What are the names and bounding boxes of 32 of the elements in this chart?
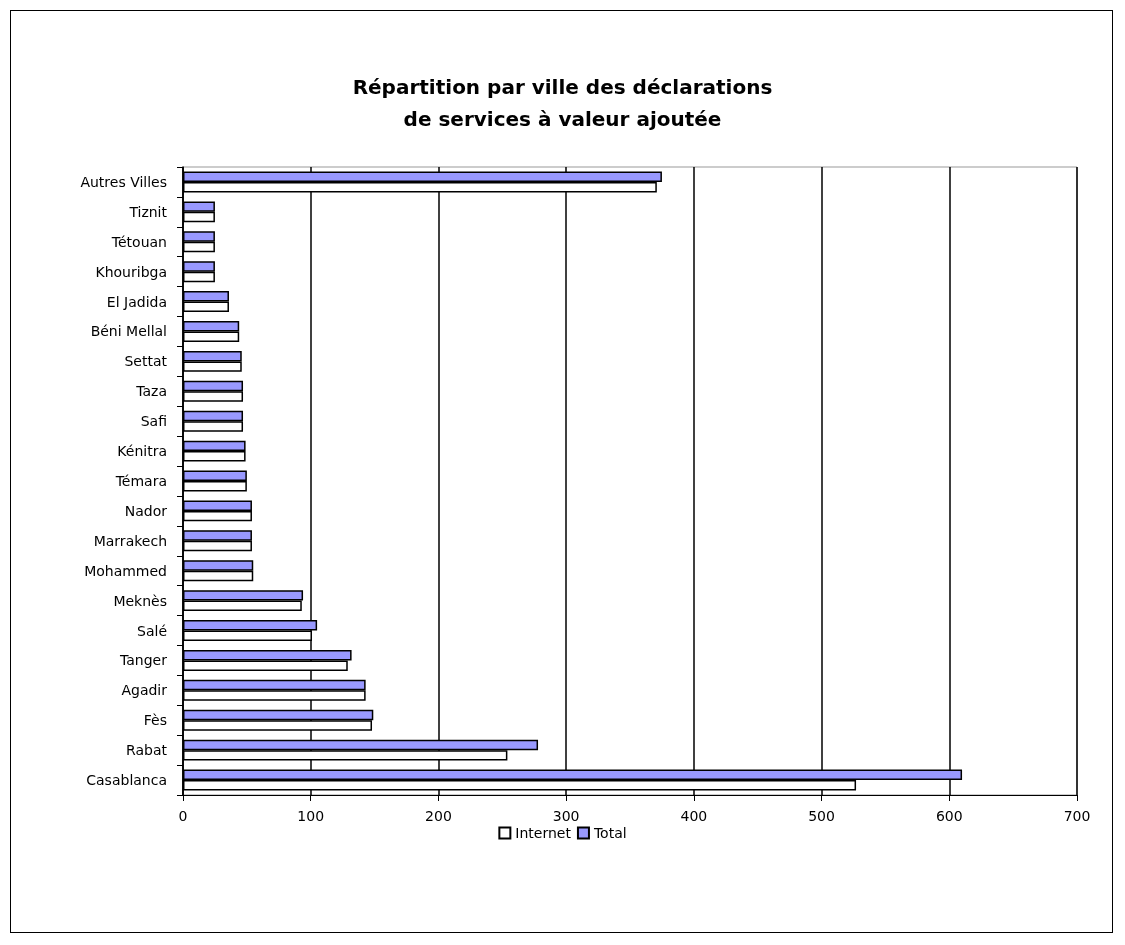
y-tick-label: Témara	[114, 473, 167, 489]
y-tick-label: Tétouan	[110, 233, 167, 250]
legend-label: Internet	[515, 825, 572, 841]
x-tick-label: 500	[808, 808, 835, 824]
y-tick-label: Mohammed	[84, 562, 167, 579]
x-tick-label: 100	[297, 808, 325, 824]
y-tick-label: Settat	[124, 353, 168, 370]
x-tick-label: 0	[178, 808, 188, 824]
y-tick-label: Tiznit	[128, 203, 168, 220]
y-tick-label: El Jadida	[106, 293, 167, 310]
y-tick-label: Autres Villes	[80, 173, 167, 190]
y-tick-label: Casablanca	[86, 772, 167, 789]
x-tick-label: 300	[552, 808, 580, 824]
x-tick-label: 700	[1063, 808, 1091, 824]
y-tick-label: Kénitra	[117, 443, 167, 460]
x-tick-label: 600	[935, 808, 963, 824]
y-tick-label: Tanger	[119, 652, 168, 669]
y-tick-label: Nador	[124, 502, 168, 519]
y-tick-label: Meknès	[113, 592, 167, 609]
x-tick-label: 200	[425, 808, 452, 824]
y-tick-label: Salé	[137, 622, 167, 639]
y-tick-label: Khouribga	[95, 263, 167, 280]
y-tick-label: Fès	[143, 712, 167, 729]
x-tick-label: 400	[680, 808, 708, 824]
y-tick-label: Agadir	[121, 682, 168, 699]
legend-label: Total	[592, 825, 627, 841]
y-tick-label: Safi	[140, 413, 167, 430]
y-tick-label: Taza	[135, 383, 167, 400]
chart-title: Répartition par ville des déclarations de services à valeur ajoutée	[352, 75, 773, 131]
y-tick-label: Rabat	[126, 742, 168, 759]
y-tick-label: Marrakech	[93, 532, 167, 549]
y-tick-label: Béni Mellal	[90, 323, 167, 340]
